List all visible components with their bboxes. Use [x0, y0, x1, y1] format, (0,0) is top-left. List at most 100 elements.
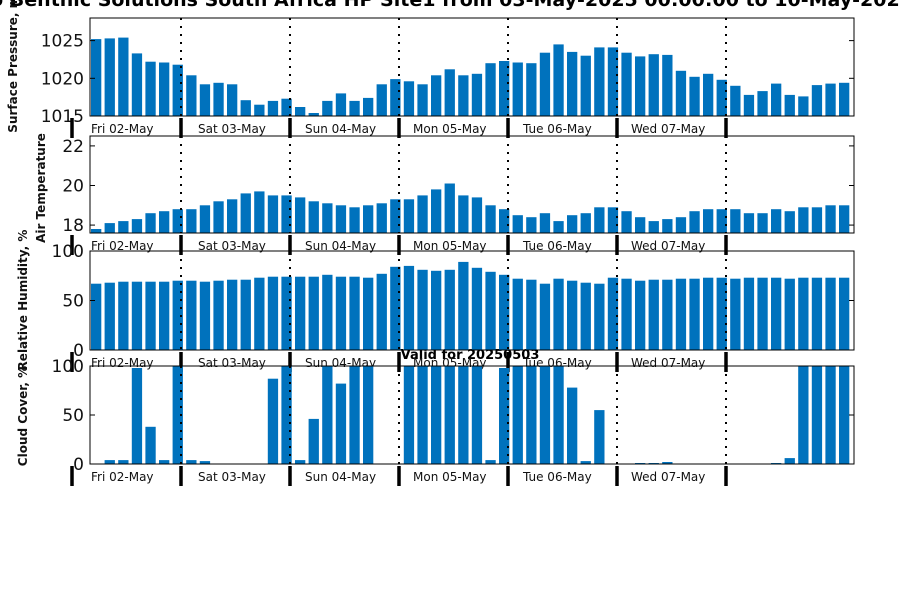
xtick-label-cloud-cover-4: Tue 06-May: [522, 470, 592, 484]
bar-humidity-49: [757, 277, 768, 350]
bar-humidity-25: [431, 270, 442, 350]
bar-humidity-48: [743, 277, 755, 350]
bar-pressure-43: [675, 70, 687, 116]
bar-cloud-cover-13: [267, 378, 279, 464]
bar-pressure-18: [335, 93, 347, 116]
bar-humidity-36: [580, 282, 591, 350]
bar-pressure-44: [689, 76, 700, 116]
bar-humidity-21: [376, 273, 387, 350]
bar-temperature-10: [227, 199, 238, 233]
bar-pressure-50: [771, 83, 782, 116]
ytick-label-humidity-2: 100: [52, 242, 84, 262]
bar-humidity-16: [308, 276, 319, 350]
bar-humidity-33: [539, 283, 551, 350]
bar-cloud-cover-20: [363, 366, 374, 464]
bar-temperature-40: [635, 217, 646, 233]
bar-pressure-49: [757, 91, 768, 116]
bar-cloud-cover-3: [131, 368, 143, 464]
bar-temperature-51: [784, 211, 795, 233]
bar-temperature-1: [104, 223, 115, 233]
bar-humidity-0: [91, 283, 102, 350]
xtick-label-pressure-2: Sun 04-May: [305, 122, 376, 136]
bar-temperature-46: [716, 209, 727, 233]
bar-cloud-cover-52: [798, 366, 809, 464]
bar-humidity-26: [444, 269, 455, 350]
bar-pressure-34: [553, 44, 564, 116]
ytick-label-cloud-cover-0: 0: [73, 455, 84, 475]
bar-cloud-cover-5: [159, 460, 170, 464]
bar-humidity-14: [281, 276, 292, 350]
bar-cloud-cover-2: [118, 460, 129, 464]
bar-cloud-cover-16: [308, 418, 319, 464]
bar-humidity-35: [567, 280, 578, 350]
bar-temperature-42: [662, 219, 673, 233]
bar-humidity-18: [335, 276, 347, 350]
bar-cloud-cover-37: [594, 410, 605, 464]
bar-pressure-11: [240, 100, 251, 116]
bar-humidity-7: [186, 280, 197, 350]
xtick-label-cloud-cover-2: Sun 04-May: [305, 470, 376, 484]
bar-cloud-cover-36: [580, 461, 591, 464]
bar-temperature-26: [444, 183, 455, 233]
bar-pressure-51: [784, 94, 795, 116]
bar-cloud-cover-34: [553, 366, 564, 464]
bar-cloud-cover-24: [417, 366, 428, 464]
bar-temperature-19: [349, 207, 360, 233]
bar-humidity-32: [526, 279, 537, 350]
ytick-label-humidity-1: 50: [62, 292, 84, 312]
bar-temperature-27: [458, 195, 469, 233]
bar-cloud-cover-15: [295, 460, 306, 464]
panel-pressure: 1015 1020 1025 Surface Pressure, mb Fri 02-M…: [6, 0, 855, 138]
bar-pressure-29: [485, 63, 496, 116]
bar-pressure-3: [131, 53, 143, 116]
bar-pressure-47: [730, 85, 741, 116]
bar-humidity-17: [322, 274, 333, 350]
bar-temperature-31: [512, 215, 523, 233]
bar-cloud-cover-33: [539, 366, 551, 464]
xtick-label-humidity-1: Sat 03-May: [198, 356, 266, 370]
bar-cloud-cover-42: [662, 462, 673, 464]
xtick-label-cloud-cover-5: Wed 07-May: [631, 470, 705, 484]
bar-humidity-38: [607, 277, 619, 350]
ytick-label-temperature-0: 18: [62, 216, 84, 236]
xtick-label-pressure-1: Sat 03-May: [198, 122, 266, 136]
cloud-cover-subtitle: Valid for 20250503: [401, 348, 540, 363]
bar-cloud-cover-51: [784, 458, 795, 464]
bar-pressure-6: [172, 64, 183, 116]
bar-temperature-21: [376, 203, 387, 233]
xtick-label-cloud-cover-1: Sat 03-May: [198, 470, 266, 484]
bar-pressure-10: [227, 84, 238, 116]
bar-humidity-13: [267, 276, 279, 350]
bar-cloud-cover-25: [431, 366, 442, 464]
bar-cloud-cover-17: [322, 366, 333, 464]
bar-temperature-11: [240, 193, 251, 233]
bar-humidity-54: [825, 277, 836, 350]
bar-pressure-46: [716, 79, 727, 116]
bar-temperature-3: [131, 219, 143, 233]
bar-temperature-47: [730, 209, 741, 233]
bar-pressure-20: [363, 97, 374, 116]
bar-temperature-18: [335, 205, 347, 233]
bar-temperature-43: [675, 217, 687, 233]
bar-temperature-41: [648, 221, 659, 233]
bar-pressure-55: [839, 82, 850, 116]
bar-temperature-45: [703, 209, 714, 233]
bar-pressure-33: [539, 52, 551, 116]
bar-humidity-1: [104, 282, 115, 350]
bar-pressure-30: [499, 61, 510, 116]
chart-panels: 1015 1020 1025 Surface Pressure, mb Fri 02-M…: [6, 0, 855, 486]
bar-cloud-cover-23: [403, 366, 415, 464]
bar-temperature-6: [172, 209, 183, 233]
bar-pressure-54: [825, 83, 836, 116]
bar-pressure-16: [308, 113, 319, 116]
bar-temperature-2: [118, 221, 129, 233]
bar-humidity-40: [635, 280, 646, 350]
bar-cloud-cover-30: [499, 368, 510, 464]
xtick-label-cloud-cover-0: Fri 02-May: [91, 470, 154, 484]
bar-cloud-cover-29: [485, 460, 496, 464]
bar-temperature-5: [159, 211, 170, 233]
bar-humidity-9: [213, 280, 224, 350]
bar-humidity-50: [771, 277, 782, 350]
bar-cloud-cover-4: [145, 426, 156, 464]
